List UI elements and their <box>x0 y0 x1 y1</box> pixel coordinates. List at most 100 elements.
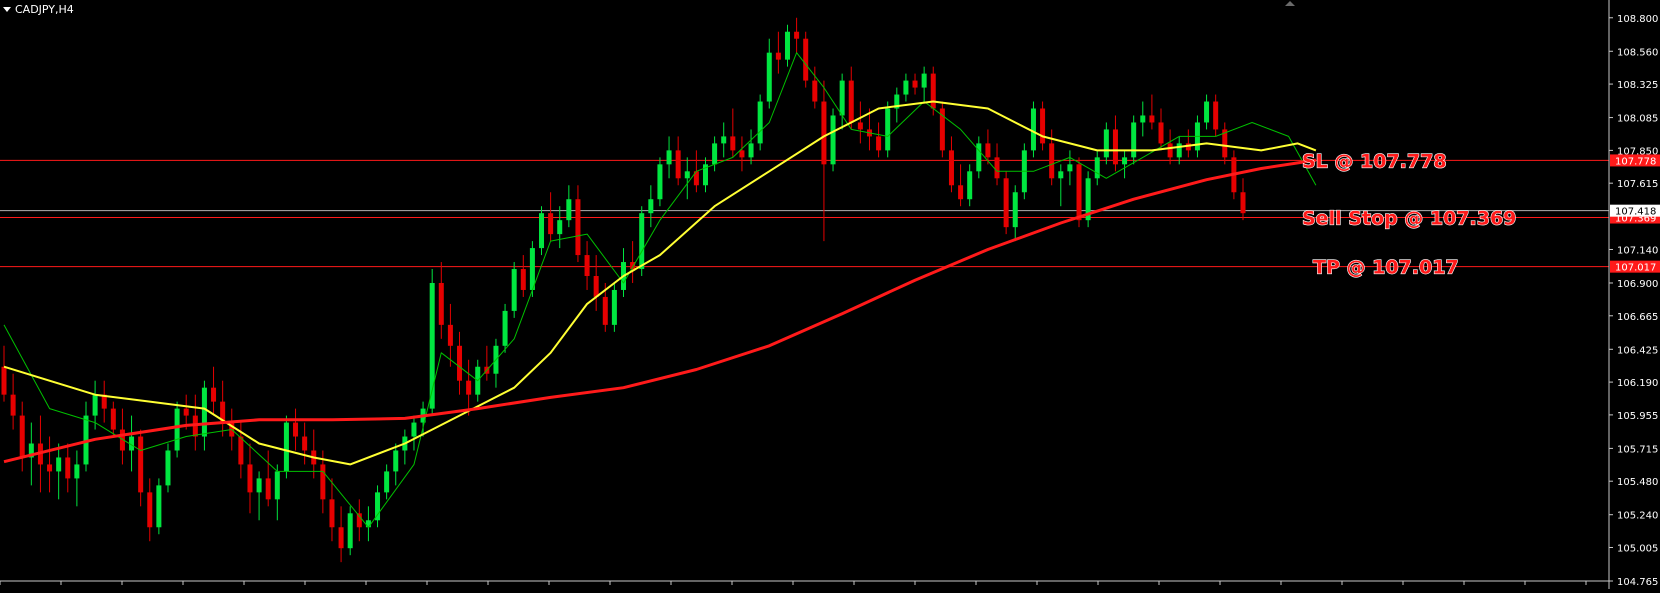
candle-body <box>393 450 399 472</box>
price-tick-label: 106.190 <box>1617 378 1658 389</box>
candle-body <box>775 52 781 60</box>
candle <box>702 157 708 193</box>
candle <box>939 101 945 158</box>
candle <box>903 73 909 102</box>
candle-body <box>147 492 153 528</box>
candle <box>56 443 62 500</box>
candle <box>183 394 189 430</box>
candle <box>211 366 217 416</box>
candle-body <box>265 478 271 500</box>
level-annotations: SL @ 107.778 Sell Stop @ 107.369 TP @ 107.… <box>1301 150 1517 279</box>
candle <box>948 136 954 193</box>
candle <box>766 38 772 109</box>
candle <box>247 443 253 514</box>
candle <box>794 17 800 53</box>
candle-body <box>1167 143 1173 158</box>
candle-body <box>885 108 891 151</box>
candle-body <box>721 136 727 144</box>
candle <box>539 206 545 256</box>
candle <box>19 401 25 472</box>
candle <box>1149 94 1155 130</box>
candle <box>839 73 845 130</box>
price-tick-label: 108.325 <box>1617 80 1658 91</box>
candle <box>47 436 53 493</box>
dropdown-triangle-icon[interactable] <box>3 6 11 12</box>
candle <box>1131 115 1137 165</box>
candle <box>684 157 690 200</box>
candle-body <box>903 80 909 95</box>
candle-body <box>220 401 226 423</box>
candle <box>775 31 781 74</box>
candle-body <box>211 387 217 402</box>
candle-body <box>1067 164 1073 172</box>
candle <box>803 31 809 88</box>
level-price-tag-label-sell_stop: 107.369 <box>1615 214 1656 225</box>
price-tick-label: 105.955 <box>1617 411 1658 422</box>
candle-body <box>1076 164 1082 221</box>
candle-body <box>602 296 608 325</box>
candle-body <box>365 520 371 528</box>
candle <box>1 345 7 402</box>
candle-body <box>256 478 262 493</box>
candle <box>593 255 599 311</box>
candle <box>784 24 790 67</box>
candle-body <box>438 282 444 325</box>
candle <box>912 73 918 95</box>
candle <box>1240 178 1246 221</box>
candle <box>967 164 973 207</box>
candle-body <box>1103 129 1109 158</box>
candle-body <box>56 457 62 472</box>
candle <box>885 101 891 158</box>
candle-body <box>1222 129 1228 158</box>
candle-body <box>930 73 936 109</box>
candle-body <box>894 94 900 109</box>
price-tick-label: 104.765 <box>1617 577 1658 588</box>
candle <box>165 443 171 493</box>
candle <box>466 359 472 416</box>
candle <box>92 380 98 430</box>
candle-body <box>1240 192 1246 214</box>
candle <box>147 478 153 542</box>
candle <box>256 471 262 521</box>
level-annotation-tp: TP @ 107.017 <box>1313 257 1459 279</box>
candle-body <box>912 80 918 88</box>
candle-body <box>201 387 207 437</box>
candle <box>830 108 836 172</box>
price-tick-label: 105.480 <box>1617 477 1658 488</box>
candle <box>274 464 280 521</box>
candle <box>575 185 581 263</box>
candle-body <box>739 150 745 158</box>
candle-body <box>648 199 654 214</box>
candle-body <box>1204 101 1210 123</box>
candle <box>110 401 116 437</box>
candle <box>1003 171 1009 235</box>
price-tick-label: 107.615 <box>1617 179 1658 190</box>
candle <box>65 443 71 493</box>
candle <box>174 401 180 458</box>
candle-body <box>320 464 326 500</box>
candle-body <box>274 471 280 500</box>
candle-body <box>174 408 180 451</box>
candle-body <box>165 450 171 486</box>
level-annotation-sell_stop: Sell Stop @ 107.369 <box>1302 208 1516 230</box>
candle-body <box>803 38 809 81</box>
candle <box>1204 94 1210 130</box>
candle-body <box>702 164 708 186</box>
candle <box>930 66 936 116</box>
candle-body <box>766 52 772 102</box>
candle-body <box>1131 122 1137 158</box>
candle-body <box>1085 178 1091 221</box>
candle <box>502 303 508 353</box>
candle-body <box>183 408 189 416</box>
current-price-tag <box>1610 204 1660 217</box>
candle <box>1122 150 1128 179</box>
candle <box>921 66 927 102</box>
candle <box>748 129 754 165</box>
candle <box>812 66 818 109</box>
shift-marker-icon[interactable] <box>1285 1 1295 6</box>
candle <box>1167 129 1173 165</box>
candle-body <box>1049 143 1055 179</box>
candle <box>712 136 718 172</box>
